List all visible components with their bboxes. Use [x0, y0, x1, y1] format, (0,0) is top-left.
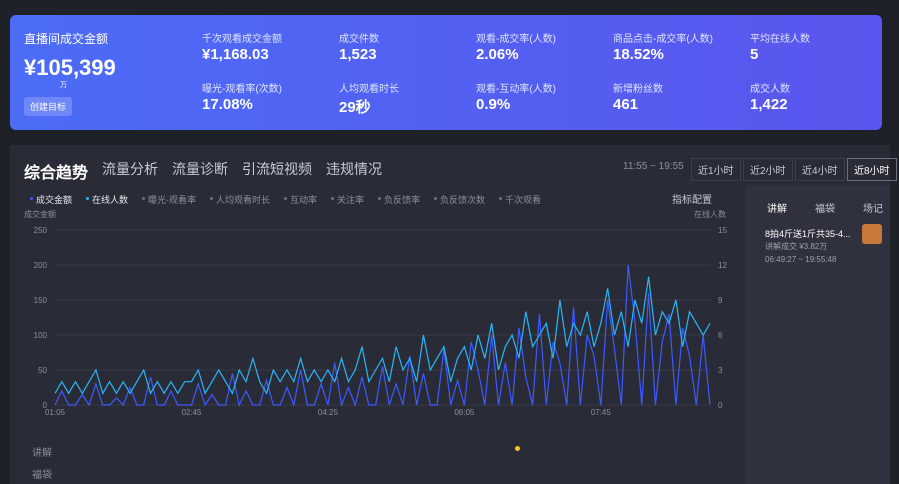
x-tick-label: 06:05 — [454, 408, 475, 417]
card-title: 直播间成交金额 — [24, 32, 109, 46]
metric-value: 1,422 — [750, 96, 788, 113]
range-button[interactable]: 近1小时 — [691, 158, 741, 181]
metric-value: 0.9% — [476, 96, 511, 113]
legend-dot — [378, 197, 381, 200]
metric-value: 5 — [750, 46, 759, 63]
event-dot — [515, 446, 520, 451]
legend-chip[interactable]: 负反馈次数 — [440, 195, 486, 205]
legend-dot — [142, 197, 145, 200]
metric-label: 成交件数 — [339, 34, 379, 45]
metric-value: 18.52% — [613, 46, 664, 63]
chart: 成交金额 在线人数 0 50 100 150 200 250 0 3 6 9 12 15 01:05 02:4… — [24, 209, 727, 417]
y-tick-label: 250 — [34, 226, 48, 235]
item-title: 8拍4斤送1斤共35-4... — [765, 229, 851, 239]
metric-label: 成交人数 — [750, 84, 790, 95]
legend-dot — [499, 197, 502, 200]
trend-panel — [10, 145, 890, 484]
legend-chip[interactable]: 成交金额 — [36, 195, 73, 205]
metric-label: 人均观看时长 — [339, 84, 399, 95]
create-goal-button[interactable]: 创建目标 — [24, 97, 73, 116]
range-button[interactable]: 近4小时 — [795, 158, 845, 181]
metric-value: 461 — [613, 96, 639, 113]
metric-value: 1,523 — [339, 46, 377, 63]
metric-value: 17.08% — [202, 96, 253, 113]
x-tick-label: 07:45 — [591, 408, 612, 417]
row-label: 福袋 — [32, 470, 52, 481]
legend-chip[interactable]: 互动率 — [290, 195, 318, 205]
metric-value: 2.06% — [476, 46, 519, 63]
x-tick-label: 01:05 — [45, 408, 66, 417]
tab[interactable]: 流量分析 — [102, 161, 158, 177]
metric-label: 观看-互动率(人数) — [476, 84, 556, 95]
y2-tick-label: 9 — [718, 296, 723, 305]
legend-dot — [331, 197, 334, 200]
legend-chip[interactable]: 千次观看 — [505, 195, 542, 205]
metric-label: 商品点击-成交率(人数) — [613, 34, 713, 45]
y2-tick-label: 12 — [718, 261, 727, 270]
legend-dot — [434, 197, 437, 200]
side-tab[interactable]: 场记 — [863, 204, 883, 215]
legend-chip[interactable]: 在线人数 — [92, 195, 129, 205]
amount: ¥105,399 — [24, 55, 116, 80]
range-button[interactable]: 近2小时 — [743, 158, 793, 181]
side-tab[interactable]: 讲解 — [767, 204, 787, 215]
y2-tick-label: 0 — [718, 401, 723, 410]
item-sales: 讲解成交 ¥3.82万 — [765, 242, 828, 251]
metric-value: ¥1,168.03 — [202, 46, 269, 63]
tab[interactable]: 流量诊断 — [172, 161, 228, 177]
unit: 万 — [60, 82, 67, 89]
y-tick-label: 0 — [43, 401, 48, 410]
metric-label: 观看-成交率(人数) — [476, 34, 556, 45]
tab[interactable]: 违规情况 — [326, 161, 382, 177]
y2-tick-label: 15 — [718, 226, 727, 235]
time-range: 11:55 ~ 19:55 — [623, 161, 684, 172]
item-thumbnail — [862, 224, 882, 244]
side-tab[interactable]: 福袋 — [815, 204, 835, 215]
legend-dot — [86, 197, 89, 200]
y-tick-label: 100 — [34, 331, 48, 340]
item-time: 06:49:27 ~ 19:55:48 — [765, 255, 837, 264]
legend-chip[interactable]: 曝光-观看率 — [148, 195, 196, 205]
x-tick-label: 02:45 — [181, 408, 202, 417]
y-tick-label: 50 — [38, 366, 47, 375]
tab[interactable]: 综合趋势 — [24, 165, 89, 182]
series-line — [54, 276, 711, 395]
y2-tick-label: 3 — [718, 366, 723, 375]
row-label: 讲解 — [32, 448, 52, 459]
y-tick-label: 200 — [34, 261, 48, 270]
summary-card — [10, 15, 882, 130]
legend-dot — [30, 197, 33, 200]
y-axis-label: 成交金额 — [24, 209, 56, 219]
metric-value: 29秒 — [339, 99, 371, 116]
legend-chip[interactable]: 负反馈率 — [384, 195, 421, 205]
legend-chip[interactable]: 关注率 — [337, 195, 365, 205]
metric-label: 平均在线人数 — [750, 34, 810, 45]
y2-tick-label: 6 — [718, 331, 723, 340]
series-line — [54, 264, 711, 408]
metric-label: 曝光-观看率(次数) — [202, 84, 282, 95]
range-button[interactable]: 近8小时 — [847, 158, 897, 181]
tab[interactable]: 引流短视频 — [242, 161, 312, 177]
metric-label: 新增粉丝数 — [613, 84, 663, 95]
legend-dot — [284, 197, 287, 200]
y2-axis-label: 在线人数 — [694, 209, 726, 219]
config-button[interactable]: 指标配置 — [672, 195, 712, 206]
y-tick-label: 150 — [34, 296, 48, 305]
x-tick-label: 04:25 — [318, 408, 339, 417]
metric-label: 千次观看成交金额 — [202, 34, 282, 45]
legend-chip[interactable]: 人均观看时长 — [216, 195, 271, 205]
legend-dot — [210, 197, 213, 200]
